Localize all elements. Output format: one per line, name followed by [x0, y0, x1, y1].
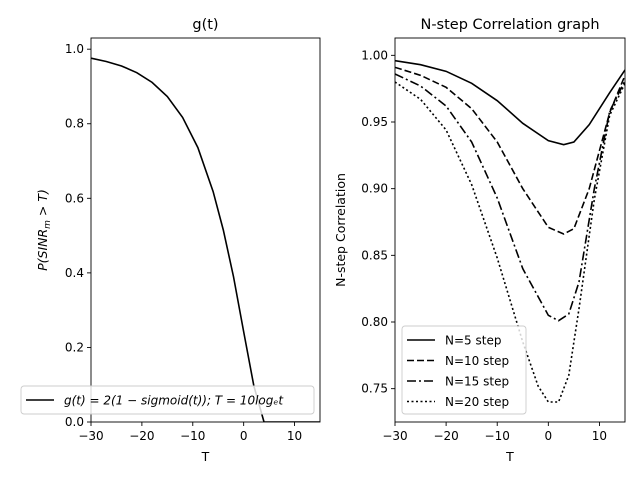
- y-tick-label: 0.2: [65, 340, 84, 354]
- x-axis-label: T: [505, 449, 514, 464]
- x-tick-label: −10: [180, 429, 205, 443]
- y-axis-label-part: P(SINR: [35, 229, 50, 271]
- x-axis-label: T: [201, 449, 210, 464]
- x-tick-label: 0: [545, 429, 553, 443]
- legend-label-2: N=15 step: [445, 375, 509, 389]
- x-tick-label: 10: [287, 429, 302, 443]
- y-axis-label-part: > T): [35, 189, 50, 220]
- x-tick-label: 10: [592, 429, 607, 443]
- legend-label-3: N=20 step: [445, 395, 509, 409]
- y-tick-label: 0.4: [65, 266, 84, 280]
- y-axis-label-subscript: m: [43, 220, 53, 229]
- y-tick-label: 0.0: [65, 415, 84, 429]
- x-tick-label: −30: [78, 429, 103, 443]
- series-line-1-3: [395, 81, 625, 403]
- y-tick-label: 0.90: [361, 182, 388, 196]
- y-tick-label: 0.85: [361, 248, 388, 262]
- x-tick-label: 0: [240, 429, 248, 443]
- y-tick-label: 0.8: [65, 117, 84, 131]
- series-line-1-2: [395, 73, 625, 322]
- y-tick-label: 0.95: [361, 115, 388, 129]
- series-line-1-1: [395, 66, 625, 235]
- chart-n-step-correlation: −30 −20 −10 0 10 0.75 0.80 0.85 0.90 0.95 1.00 N-st…: [333, 17, 626, 464]
- series-line-1-0: [395, 59, 625, 146]
- legend-label-0: N=5 step: [445, 334, 501, 348]
- axes-frame: [90, 37, 321, 423]
- chart-title: N-step Correlation graph: [420, 17, 599, 33]
- y-tick-label: 0.6: [65, 191, 84, 205]
- y-tick-label: 0.80: [361, 315, 388, 329]
- x-tick-label: −10: [485, 429, 510, 443]
- y-tick-label: 0.75: [361, 382, 388, 396]
- y-tick-label: 1.00: [361, 48, 388, 62]
- legend-label-1: N=10 step: [445, 354, 509, 368]
- legend-label-0: g(t) = 2(1 − sigmoid(t)); T = 10logₑt: [64, 394, 284, 408]
- x-tick-label: −20: [433, 429, 458, 443]
- x-tick-label: −20: [129, 429, 154, 443]
- axes-frame: [394, 37, 626, 423]
- legend-box: [401, 325, 527, 415]
- y-tick-label: 1.0: [65, 42, 84, 56]
- chart-title: g(t): [192, 17, 218, 33]
- y-axis-label: P(SINRm > T): [35, 189, 53, 271]
- series-line-0-0: [91, 57, 320, 422]
- chart-g-of-t: −30 −20 −10 0 10 0.0 0.2 0.4 0.6 0.8 1.0 g(t) T P(SIN…: [20, 17, 321, 464]
- legend-box: [20, 385, 315, 415]
- y-axis-label: N-step Correlation: [333, 173, 348, 287]
- x-tick-label: −30: [382, 429, 407, 443]
